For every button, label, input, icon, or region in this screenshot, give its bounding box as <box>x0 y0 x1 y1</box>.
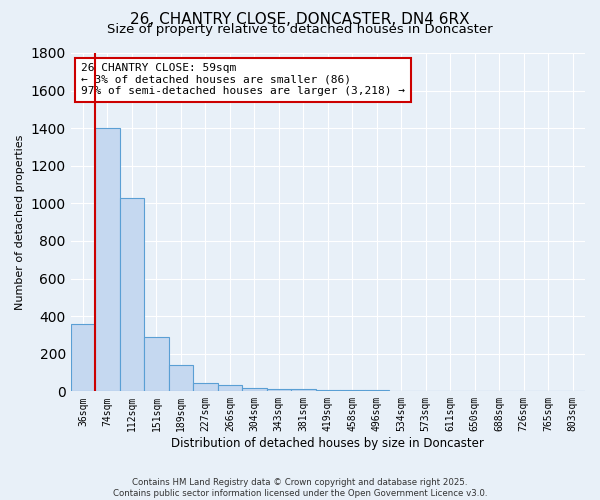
Bar <box>242 388 266 392</box>
Bar <box>144 337 169 392</box>
Bar <box>95 128 119 392</box>
X-axis label: Distribution of detached houses by size in Doncaster: Distribution of detached houses by size … <box>172 437 484 450</box>
Bar <box>413 391 438 392</box>
Bar <box>119 198 144 392</box>
Bar <box>316 390 340 392</box>
Text: Contains HM Land Registry data © Crown copyright and database right 2025.
Contai: Contains HM Land Registry data © Crown c… <box>113 478 487 498</box>
Text: 26, CHANTRY CLOSE, DONCASTER, DN4 6RX: 26, CHANTRY CLOSE, DONCASTER, DN4 6RX <box>130 12 470 28</box>
Bar <box>169 365 193 392</box>
Y-axis label: Number of detached properties: Number of detached properties <box>15 134 25 310</box>
Text: 26 CHANTRY CLOSE: 59sqm
← 3% of detached houses are smaller (86)
97% of semi-det: 26 CHANTRY CLOSE: 59sqm ← 3% of detached… <box>81 63 405 96</box>
Bar <box>365 390 389 392</box>
Bar <box>71 324 95 392</box>
Bar <box>438 391 463 392</box>
Bar <box>340 390 365 392</box>
Bar <box>266 388 291 392</box>
Text: Size of property relative to detached houses in Doncaster: Size of property relative to detached ho… <box>107 22 493 36</box>
Bar <box>291 390 316 392</box>
Bar <box>193 383 218 392</box>
Bar <box>218 385 242 392</box>
Bar <box>389 390 413 392</box>
